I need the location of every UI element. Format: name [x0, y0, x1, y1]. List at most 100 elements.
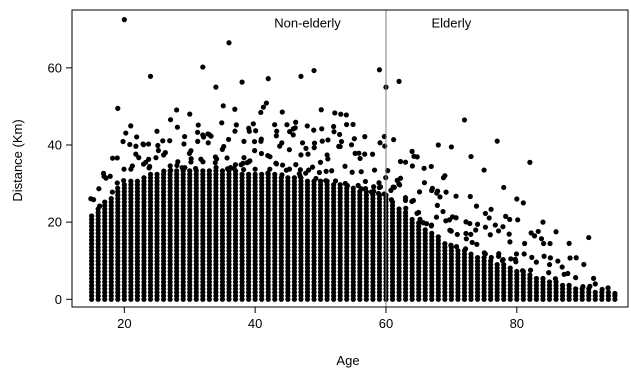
data-point — [473, 227, 479, 233]
data-point — [162, 150, 168, 156]
data-point — [200, 64, 206, 70]
data-point — [286, 147, 292, 153]
data-point — [287, 129, 293, 135]
data-point — [108, 196, 114, 202]
data-point — [174, 124, 180, 130]
data-point — [337, 143, 343, 150]
data-point — [167, 117, 174, 123]
y-axis-title: Distance (Km) — [10, 119, 25, 201]
data-point — [290, 132, 296, 138]
x-axis: 20 40 60 80 — [117, 307, 524, 331]
data-point — [337, 131, 343, 138]
data-point — [501, 184, 507, 191]
data-point — [160, 138, 166, 144]
data-point — [220, 103, 226, 109]
data-point — [323, 178, 329, 184]
data-point — [224, 155, 230, 161]
data-point — [219, 146, 225, 152]
data-point — [467, 220, 473, 227]
annotation-label: Non-elderly — [274, 15, 341, 30]
data-point — [435, 142, 441, 148]
data-point — [96, 186, 102, 192]
data-point — [252, 171, 258, 177]
data-point — [507, 265, 513, 271]
data-point — [251, 138, 258, 145]
data-point — [311, 67, 317, 74]
data-point — [496, 251, 502, 257]
data-point — [435, 234, 441, 240]
data-point — [121, 177, 127, 184]
data-point — [329, 168, 335, 174]
data-point — [409, 163, 415, 169]
data-point — [323, 168, 329, 174]
data-point — [351, 136, 357, 142]
data-point — [246, 171, 252, 177]
data-point — [186, 150, 193, 156]
data-point — [167, 163, 173, 169]
data-point — [332, 178, 339, 184]
data-point — [154, 171, 160, 177]
data-point — [213, 84, 219, 90]
data-point — [559, 282, 566, 288]
data-point — [343, 121, 350, 128]
data-point — [121, 166, 127, 172]
data-point — [356, 150, 362, 156]
y-tick-label: 40 — [48, 138, 62, 153]
data-point — [565, 270, 571, 277]
data-point — [219, 120, 225, 126]
data-point — [486, 215, 492, 221]
data-point — [612, 290, 618, 297]
data-point — [605, 285, 611, 291]
data-point — [285, 175, 291, 181]
data-point — [362, 178, 369, 185]
data-point — [129, 163, 135, 169]
data-point — [265, 76, 271, 82]
data-point — [305, 167, 312, 173]
data-point — [188, 159, 194, 165]
data-point — [592, 281, 598, 287]
data-point — [284, 122, 290, 128]
data-point — [100, 170, 107, 176]
data-point — [377, 184, 384, 190]
data-point — [388, 197, 395, 203]
data-point — [375, 190, 382, 197]
data-point — [371, 167, 378, 173]
data-point — [507, 216, 513, 223]
data-point — [553, 229, 559, 235]
data-point — [324, 152, 330, 158]
data-point — [291, 175, 297, 181]
data-point — [244, 160, 250, 166]
data-point — [546, 279, 553, 285]
data-point — [304, 178, 311, 184]
data-point — [437, 194, 443, 200]
data-point — [453, 193, 459, 199]
data-point — [482, 210, 489, 217]
data-point — [338, 138, 345, 145]
x-axis-title: Age — [336, 353, 359, 368]
data-point — [555, 258, 561, 264]
data-point — [206, 131, 212, 138]
data-point — [332, 110, 338, 116]
data-point — [90, 197, 97, 203]
data-point — [277, 143, 283, 149]
data-point — [507, 239, 513, 245]
data-point — [468, 251, 474, 257]
x-tick-label: 40 — [248, 316, 262, 331]
data-point — [141, 175, 147, 181]
data-point — [167, 138, 173, 144]
data-point — [521, 251, 527, 257]
data-point — [127, 141, 133, 148]
data-point — [311, 127, 317, 133]
data-point — [274, 128, 280, 134]
data-point — [482, 224, 489, 230]
data-point — [514, 196, 520, 202]
data-point — [469, 239, 475, 246]
data-point — [422, 227, 428, 233]
data-point — [109, 189, 115, 195]
data-point — [232, 162, 239, 168]
data-point — [239, 171, 245, 177]
data-point — [279, 162, 286, 168]
data-point — [187, 168, 193, 174]
data-point — [232, 128, 238, 134]
